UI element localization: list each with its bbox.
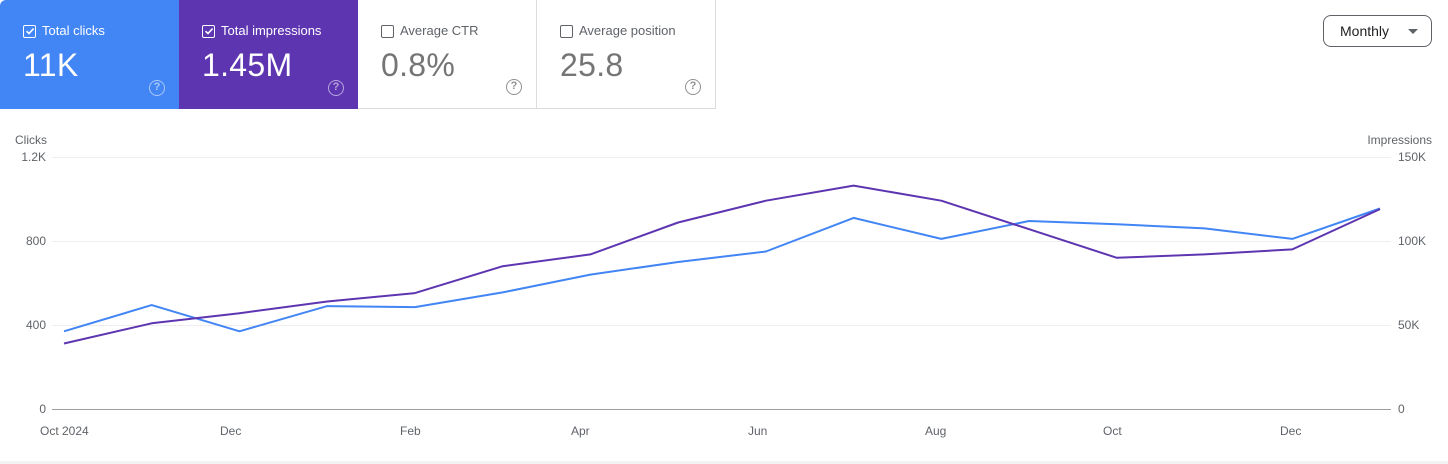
average-position-value: 25.8 <box>560 47 624 83</box>
total-clicks-label: Total clicks <box>42 23 105 38</box>
x-tick: Apr <box>571 424 590 438</box>
card-bottom-edge <box>0 461 1448 464</box>
x-tick: Oct <box>1103 424 1122 438</box>
granularity-selected: Monthly <box>1340 23 1390 39</box>
gridline <box>52 241 1391 242</box>
right-y-tick: 100K <box>1398 234 1427 248</box>
gridline <box>52 157 1391 158</box>
granularity-dropdown[interactable]: Monthly <box>1323 15 1432 47</box>
total-impressions-label: Total impressions <box>221 23 322 38</box>
average-position-card[interactable]: Average position 25.8 ? <box>537 0 716 109</box>
impressions-line <box>63 184 1381 345</box>
average-ctr-card[interactable]: Average CTR 0.8% ? <box>358 0 537 109</box>
average-ctr-checkbox[interactable] <box>381 24 394 38</box>
right-axis-title: Impressions <box>1367 133 1432 147</box>
help-icon[interactable]: ? <box>685 79 701 95</box>
total-impressions-card[interactable]: Total impressions 1.45M ? <box>179 0 358 109</box>
total-clicks-value: 11K <box>23 47 79 83</box>
left-y-tick: 0 <box>39 402 46 416</box>
gridline <box>52 325 1391 326</box>
total-clicks-card[interactable]: Total clicks 11K ? <box>0 0 179 109</box>
clicks-line <box>63 207 1381 333</box>
right-y-tick: 150K <box>1398 150 1427 164</box>
x-tick: Feb <box>400 424 421 438</box>
check-icon <box>204 28 213 35</box>
x-tick: Aug <box>925 424 947 438</box>
x-tick: Dec <box>1280 424 1302 438</box>
total-impressions-checkbox[interactable] <box>202 24 215 38</box>
average-ctr-label: Average CTR <box>400 23 479 38</box>
average-position-label: Average position <box>579 23 676 38</box>
help-icon[interactable]: ? <box>328 80 344 96</box>
left-y-tick: 1.2K <box>21 150 46 164</box>
total-clicks-checkbox[interactable] <box>23 24 36 38</box>
left-y-tick: 800 <box>25 234 46 248</box>
right-y-tick: 50K <box>1398 318 1420 332</box>
average-ctr-value: 0.8% <box>381 47 456 83</box>
help-icon[interactable]: ? <box>506 79 522 95</box>
x-axis-baseline <box>52 409 1391 410</box>
left-y-tick: 400 <box>25 318 46 332</box>
x-tick: Oct 2024 <box>40 424 89 438</box>
metric-cards: Total clicks 11K ? Total impressions 1.4… <box>0 0 716 109</box>
total-impressions-value: 1.45M <box>202 47 293 83</box>
average-position-checkbox[interactable] <box>560 24 573 38</box>
check-icon <box>25 28 34 35</box>
x-tick: Jun <box>748 424 768 438</box>
caret-down-icon <box>1408 29 1418 34</box>
x-tick: Dec <box>220 424 242 438</box>
right-y-tick: 0 <box>1398 402 1405 416</box>
left-axis-title: Clicks <box>15 133 47 147</box>
help-icon[interactable]: ? <box>149 80 165 96</box>
